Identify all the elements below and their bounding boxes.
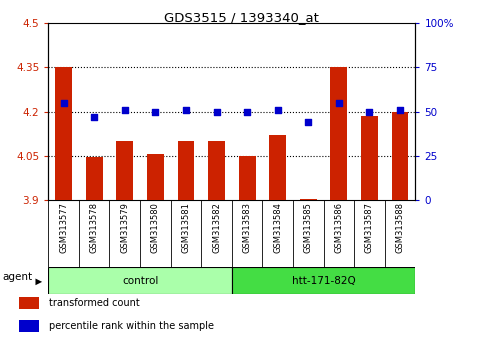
Text: htt-171-82Q: htt-171-82Q (292, 275, 355, 286)
Point (396, 107, 404, 113)
Text: GSM313577: GSM313577 (59, 202, 68, 253)
Text: GSM313588: GSM313588 (396, 202, 405, 253)
Point (60, 100, 68, 105)
Point (243, 109, 251, 114)
Bar (55, 67, 72, 200)
Bar (300, 199, 317, 200)
Point (366, 109, 373, 114)
Bar (86, 157, 102, 200)
Text: GSM313586: GSM313586 (334, 202, 343, 253)
Point (121, 107, 128, 113)
Bar (19, 320, 40, 332)
Text: GSM313584: GSM313584 (273, 202, 282, 253)
Point (304, 119, 312, 125)
Bar (239, 156, 256, 200)
Text: GSM313585: GSM313585 (304, 202, 313, 253)
Point (152, 109, 159, 114)
Point (182, 107, 190, 113)
Text: GSM313582: GSM313582 (212, 202, 221, 253)
Bar (392, 112, 409, 200)
Text: GSM313587: GSM313587 (365, 202, 374, 253)
Text: GSM313578: GSM313578 (90, 202, 99, 253)
Bar (270, 135, 286, 200)
Bar (116, 141, 133, 200)
Text: agent: agent (2, 272, 32, 281)
Bar (361, 116, 378, 200)
Text: GSM313581: GSM313581 (182, 202, 190, 253)
Bar (232, 267, 415, 294)
Text: GSM313579: GSM313579 (120, 202, 129, 253)
Point (274, 107, 282, 113)
Bar (147, 154, 164, 200)
Bar (208, 141, 225, 200)
Bar (330, 67, 347, 200)
Bar (48, 267, 232, 294)
Text: GSM313583: GSM313583 (242, 202, 252, 253)
Text: percentile rank within the sample: percentile rank within the sample (48, 321, 213, 331)
Text: control: control (122, 275, 158, 286)
Bar (19, 297, 40, 309)
Text: transformed count: transformed count (48, 298, 139, 308)
Text: GSM313580: GSM313580 (151, 202, 160, 253)
Bar (178, 141, 194, 200)
Text: GDS3515 / 1393340_at: GDS3515 / 1393340_at (164, 11, 319, 24)
Point (213, 109, 220, 114)
Point (335, 100, 343, 105)
Point (90, 114, 98, 120)
